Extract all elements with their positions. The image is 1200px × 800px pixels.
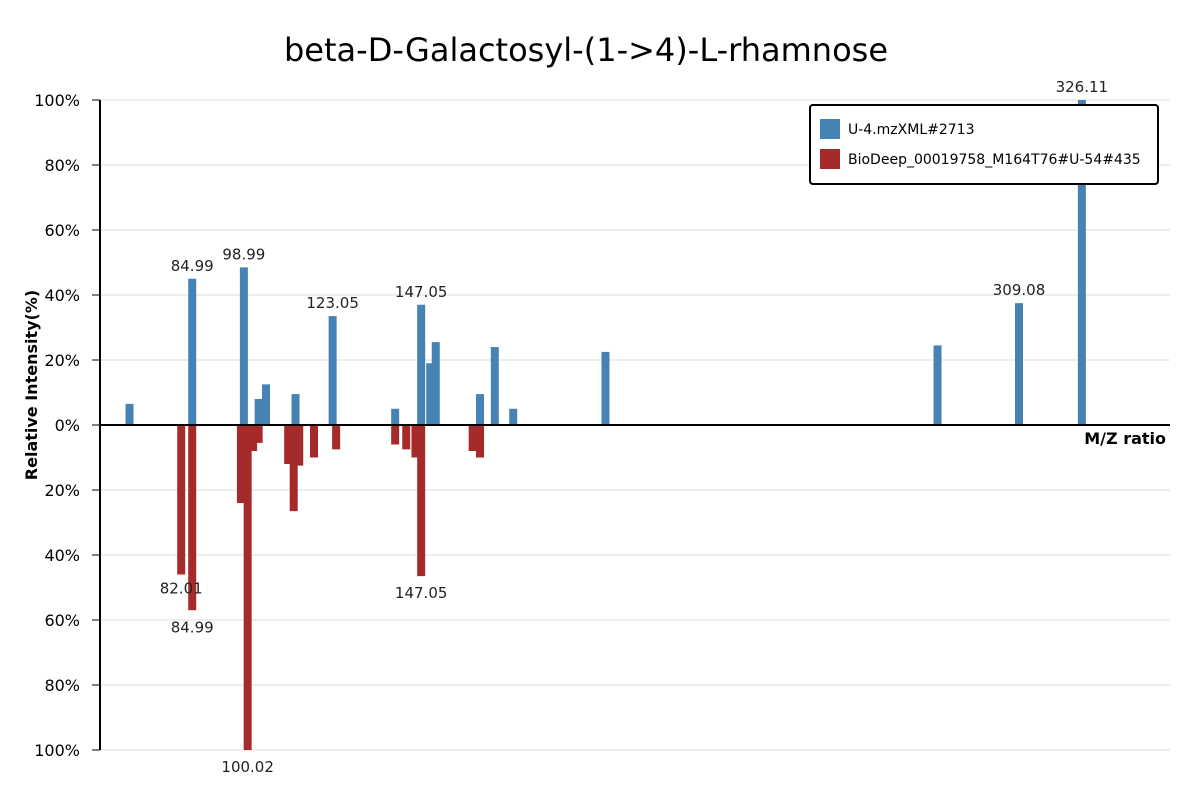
query-peak-bar	[476, 394, 485, 425]
query-peak-label: 147.05	[395, 283, 448, 301]
query-peak-bar	[431, 342, 440, 425]
reference-peak-label: 82.01	[160, 580, 203, 598]
reference-peak-bar	[476, 425, 485, 458]
query-peak-bar	[509, 408, 518, 425]
reference-peak-bar	[236, 425, 245, 503]
legend-swatch-reference	[820, 149, 840, 169]
y-tick-label: 80%	[44, 676, 80, 695]
reference-peak-bar	[188, 425, 197, 611]
query-peak-label: 326.11	[1056, 78, 1109, 96]
query-peak-bar	[1015, 303, 1024, 425]
query-peak-label: 98.99	[222, 245, 265, 263]
query-peak-bar	[1077, 100, 1086, 425]
y-tick-label: 80%	[44, 156, 80, 175]
query-peak-bar	[601, 351, 610, 425]
reference-peak-bar	[402, 425, 411, 450]
reference-peak-bar	[468, 425, 477, 451]
x-axis-label: M/Z ratio	[1084, 429, 1166, 448]
query-peak-label: 123.05	[306, 294, 359, 312]
chart-title: beta-D-Galactosyl-(1->4)-L-rhamnose	[284, 31, 888, 69]
y-tick-label: 100%	[34, 741, 80, 760]
query-peak-bar	[125, 403, 134, 425]
reference-peak-bar	[295, 425, 304, 466]
query-peak-bar	[188, 278, 197, 425]
y-axis-label: Relative Intensity(%)	[22, 290, 41, 480]
spectrum-bars	[125, 100, 1086, 750]
query-peak-bar	[933, 345, 942, 425]
reference-peak-bar	[249, 425, 258, 451]
reference-peak-bar	[411, 425, 420, 458]
y-tick-label: 20%	[44, 481, 80, 500]
query-peak-label: 84.99	[171, 257, 214, 275]
y-tick-label: 60%	[44, 221, 80, 240]
legend-box	[809, 104, 1159, 185]
reference-peak-bar	[332, 425, 341, 450]
y-tick-label: 0%	[55, 416, 80, 435]
query-peak-bar	[239, 267, 248, 425]
legend: U-4.mzXML#2713 BioDeep_00019758_M164T76#…	[809, 104, 1159, 185]
reference-peak-bar	[391, 425, 400, 445]
y-tick-label: 40%	[44, 286, 80, 305]
legend-label-query: U-4.mzXML#2713	[848, 122, 974, 138]
reference-peak-label: 84.99	[171, 618, 214, 636]
query-peak-bar	[254, 399, 263, 425]
y-tick-label: 100%	[34, 91, 80, 110]
query-peak-bar	[291, 394, 300, 425]
legend-label-reference: BioDeep_00019758_M164T76#U-54#435	[848, 152, 1141, 168]
query-peak-label: 309.08	[993, 281, 1046, 299]
query-peak-bar	[391, 408, 400, 425]
reference-peak-bar	[417, 425, 426, 577]
y-axis-ticks: 100% 80% 60% 40% 20% 0% 20% 40% 60% 80% 100%	[34, 91, 100, 760]
legend-swatch-query	[820, 119, 840, 139]
reference-peak-bar	[310, 425, 318, 458]
query-peak-bar	[328, 316, 337, 425]
query-peak-bar	[426, 363, 435, 425]
query-peak-bar	[417, 304, 426, 425]
y-tick-label: 60%	[44, 611, 80, 630]
query-peak-bar	[262, 384, 271, 425]
reference-peak-bar	[284, 425, 293, 464]
reference-peak-bar	[289, 425, 298, 512]
query-peak-bar	[490, 347, 499, 425]
reference-peak-bar	[243, 425, 252, 750]
reference-peak-bar	[254, 425, 263, 443]
y-tick-label: 20%	[44, 351, 80, 370]
reference-peak-bar	[177, 425, 186, 575]
peak-labels: 84.99 98.99 123.05 147.05 309.08 326.11 82.01 8…	[160, 78, 1108, 776]
y-tick-label: 40%	[44, 546, 80, 565]
reference-peak-label: 147.05	[395, 584, 448, 602]
reference-peak-label: 100.02	[221, 758, 274, 776]
